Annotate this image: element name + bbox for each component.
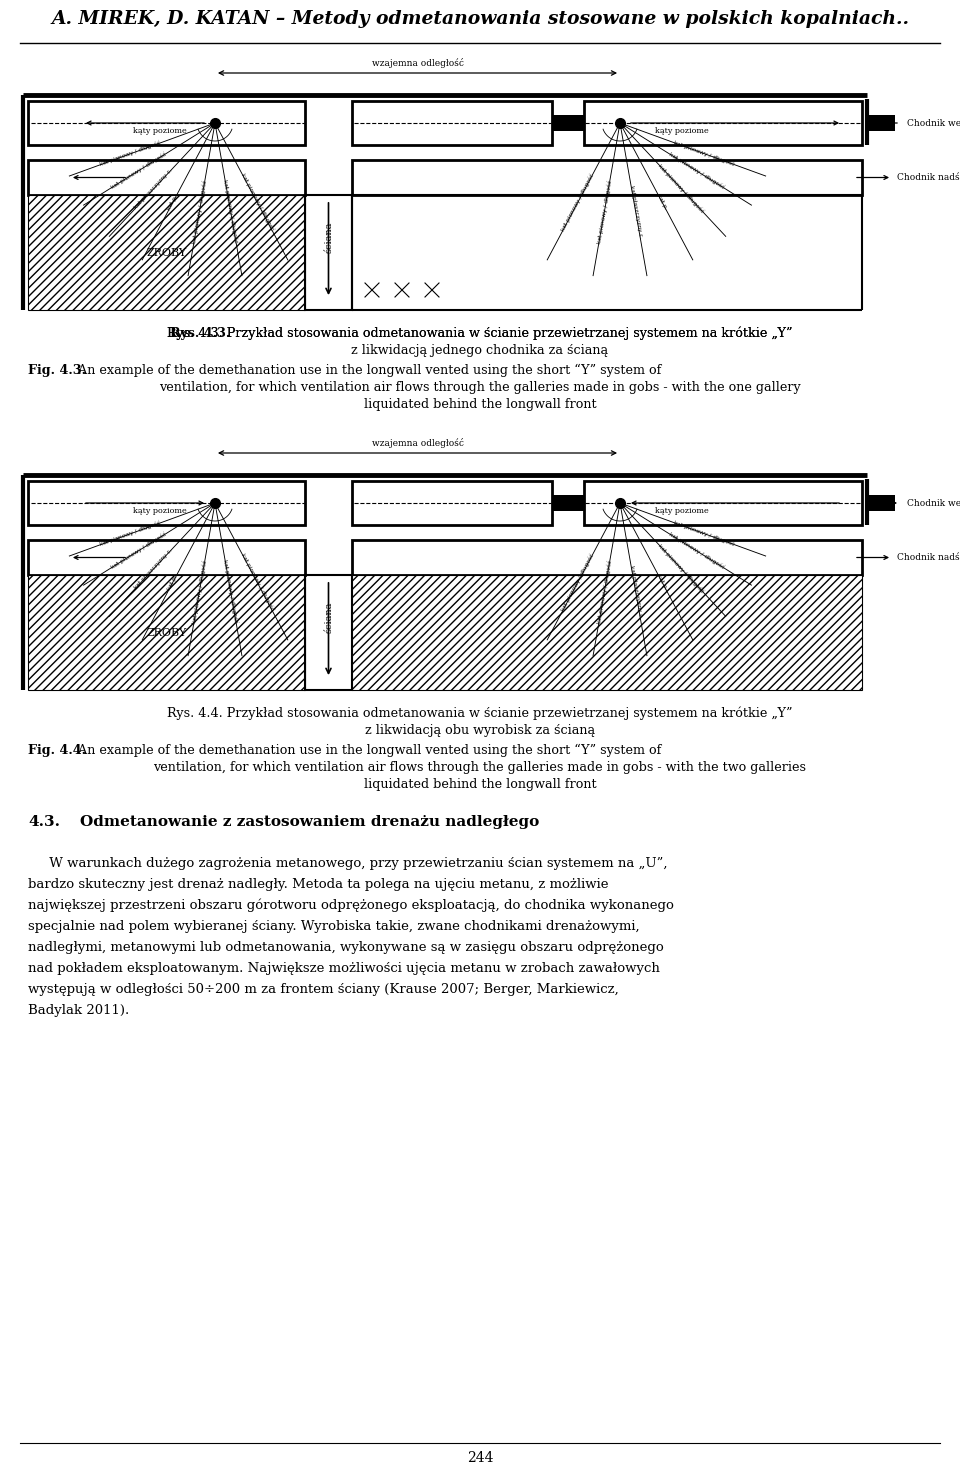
Bar bbox=[584, 100, 862, 145]
Text: ściana: ściana bbox=[324, 602, 333, 633]
Text: Rys. 4.4. Przykład stosowania odmetanowania w ścianie przewietrzanej systemem na: Rys. 4.4. Przykład stosowania odmetanowa… bbox=[167, 707, 793, 720]
Text: kat p.: kat p. bbox=[167, 574, 179, 591]
Text: kat pionowy / długość: kat pionowy / długość bbox=[596, 180, 612, 243]
Text: wzajemna odległość: wzajemna odległość bbox=[372, 438, 464, 448]
Text: Fig. 4.4.: Fig. 4.4. bbox=[28, 743, 86, 757]
Text: nadległymi, metanowymi lub odmetanowania, wykonywane są w zasięgu obszaru odpręż: nadległymi, metanowymi lub odmetanowania… bbox=[28, 941, 663, 954]
Text: nad pokładem eksploatowanym. Największe możliwości ujęcia metanu w zrobach zawał: nad pokładem eksploatowanym. Największe … bbox=[28, 962, 660, 975]
Bar bbox=[28, 100, 305, 145]
Text: kat pionowy / długość: kat pionowy / długość bbox=[110, 152, 167, 190]
Text: Rys. 4.3. Przykład stosowania odmetanowania w ścianie przewietrzanej systemem na: Rys. 4.3. Przykład stosowania odmetanowa… bbox=[167, 327, 793, 341]
Text: kat pionowy / długość: kat pionowy / długość bbox=[223, 180, 239, 243]
Text: kąty poziome: kąty poziome bbox=[655, 507, 708, 515]
Text: Badylak 2011).: Badylak 2011). bbox=[28, 1004, 130, 1016]
Bar bbox=[28, 575, 305, 690]
Text: wzajemna odległość: wzajemna odległość bbox=[372, 58, 464, 68]
Bar bbox=[305, 575, 352, 690]
Text: ZROBY: ZROBY bbox=[146, 627, 186, 637]
Text: kat płaszczyzny c.: kat płaszczyzny c. bbox=[133, 168, 174, 209]
Text: ZROBY: ZROBY bbox=[146, 248, 186, 258]
Text: kat pionowy / długość: kat pionowy / długość bbox=[658, 164, 706, 214]
Text: bardzo skuteczny jest drenaż nadległy. Metoda ta polega na ujęciu metanu, z możl: bardzo skuteczny jest drenaż nadległy. M… bbox=[28, 878, 609, 891]
Text: kat pionowy / długość: kat pionowy / długość bbox=[240, 173, 275, 232]
Text: kat pionowy / długość: kat pionowy / długość bbox=[561, 553, 595, 612]
Text: kat pionowy / długość: kat pionowy / długość bbox=[667, 152, 725, 190]
Text: kat płaszczyzny c.: kat płaszczyzny c. bbox=[629, 565, 642, 618]
Text: kat pionowy / długość: kat pionowy / długość bbox=[100, 521, 161, 547]
Text: kat pionowy / długość: kat pionowy / długość bbox=[673, 140, 735, 167]
Text: Odmetanowanie z zastosowaniem drenażu nadległego: Odmetanowanie z zastosowaniem drenażu na… bbox=[80, 816, 540, 829]
Text: ściana: ściana bbox=[324, 221, 333, 254]
Bar bbox=[552, 115, 584, 131]
Text: kat pionowy / długość: kat pionowy / długość bbox=[223, 559, 239, 624]
Text: kat pionowy / długość: kat pionowy / długość bbox=[240, 553, 275, 612]
Text: Chodnik wentylacyjny: Chodnik wentylacyjny bbox=[907, 499, 960, 507]
Bar bbox=[305, 195, 352, 310]
Text: 244: 244 bbox=[467, 1451, 493, 1465]
Bar bbox=[28, 540, 305, 575]
Text: kąty poziome: kąty poziome bbox=[133, 127, 187, 136]
Text: kat p.: kat p. bbox=[656, 193, 668, 211]
Text: kat pionowy / długość: kat pionowy / długość bbox=[673, 521, 735, 547]
Text: An example of the demethanation use in the longwall vented using the short “Y” s: An example of the demethanation use in t… bbox=[74, 364, 661, 378]
Bar bbox=[28, 159, 305, 195]
Text: kąty poziome: kąty poziome bbox=[133, 507, 187, 515]
Text: Chodnik nadścianowy: Chodnik nadścianowy bbox=[897, 173, 960, 183]
Bar bbox=[552, 496, 584, 510]
Bar bbox=[352, 481, 552, 525]
Text: A. MIREK, D. KATAN – Metody odmetanowania stosowane w polskich kopalniach..: A. MIREK, D. KATAN – Metody odmetanowani… bbox=[51, 10, 909, 28]
Text: Chodnik nadścianowy: Chodnik nadścianowy bbox=[897, 553, 960, 562]
Bar bbox=[352, 100, 552, 145]
Text: Rys. 4.3. Przykład stosowania odmetanowania w ścianie przewietrzanej systemem na: Rys. 4.3. Przykład stosowania odmetanowa… bbox=[167, 327, 793, 341]
Text: kat płaszczyzny c.: kat płaszczyzny c. bbox=[629, 184, 642, 239]
Bar bbox=[867, 115, 895, 131]
Text: kat pionowy / długość: kat pionowy / długość bbox=[191, 559, 207, 624]
Text: kat p.: kat p. bbox=[656, 574, 668, 591]
Text: kat pionowy / długość: kat pionowy / długość bbox=[596, 559, 612, 624]
Bar bbox=[28, 481, 305, 525]
Bar bbox=[28, 195, 305, 310]
Bar bbox=[352, 540, 862, 575]
Text: kąty poziome: kąty poziome bbox=[655, 127, 708, 136]
Text: liquidated behind the longwall front: liquidated behind the longwall front bbox=[364, 777, 596, 791]
Text: 4.3.: 4.3. bbox=[28, 816, 60, 829]
Text: ventilation, for which ventilation air flows through the galleries made in gobs : ventilation, for which ventilation air f… bbox=[154, 761, 806, 774]
Text: kat pionowy / długość: kat pionowy / długość bbox=[658, 543, 706, 594]
Text: kat pionowy / długość: kat pionowy / długość bbox=[561, 173, 595, 232]
Text: występują w odległości 50÷200 m za frontem ściany (Krause 2007; Berger, Markiewi: występują w odległości 50÷200 m za front… bbox=[28, 982, 619, 996]
Text: liquidated behind the longwall front: liquidated behind the longwall front bbox=[364, 398, 596, 412]
Text: kat pionowy / długość: kat pionowy / długość bbox=[191, 180, 207, 243]
Text: W warunkach dużego zagrożenia metanowego, przy przewietrzaniu ścian systemem na : W warunkach dużego zagrożenia metanowego… bbox=[28, 857, 667, 870]
Bar bbox=[584, 481, 862, 525]
Text: Rys. 4.3.: Rys. 4.3. bbox=[170, 327, 230, 341]
Text: kat pionowy / długość: kat pionowy / długość bbox=[100, 140, 161, 167]
Text: specjalnie nad polem wybieranej ściany. Wyrobiska takie, zwane chodnikami drenaż: specjalnie nad polem wybieranej ściany. … bbox=[28, 920, 639, 934]
Bar bbox=[867, 496, 895, 510]
Text: An example of the demethanation use in the longwall vented using the short “Y” s: An example of the demethanation use in t… bbox=[74, 743, 661, 757]
Text: kat p.: kat p. bbox=[167, 193, 179, 211]
Text: ventilation, for which ventilation air flows through the galleries made in gobs : ventilation, for which ventilation air f… bbox=[159, 381, 801, 394]
Text: kat pionowy / długość: kat pionowy / długość bbox=[667, 531, 725, 569]
Text: największej przestrzeni obszaru górotworu odprężonego eksploatacją, do chodnika : największej przestrzeni obszaru górotwor… bbox=[28, 898, 674, 913]
Text: Fig. 4.3.: Fig. 4.3. bbox=[28, 364, 86, 378]
Text: kat pionowy / długość: kat pionowy / długość bbox=[110, 531, 167, 569]
Bar bbox=[352, 575, 862, 690]
Text: kat płaszczyzny c.: kat płaszczyzny c. bbox=[133, 547, 174, 590]
Text: Chodnik wentylacyjny: Chodnik wentylacyjny bbox=[907, 118, 960, 127]
Text: z likwidacją obu wyrobisk za ścianą: z likwidacją obu wyrobisk za ścianą bbox=[365, 724, 595, 738]
Text: z likwidacją jednego chodnika za ścianą: z likwidacją jednego chodnika za ścianą bbox=[351, 344, 609, 357]
Bar bbox=[352, 159, 862, 195]
